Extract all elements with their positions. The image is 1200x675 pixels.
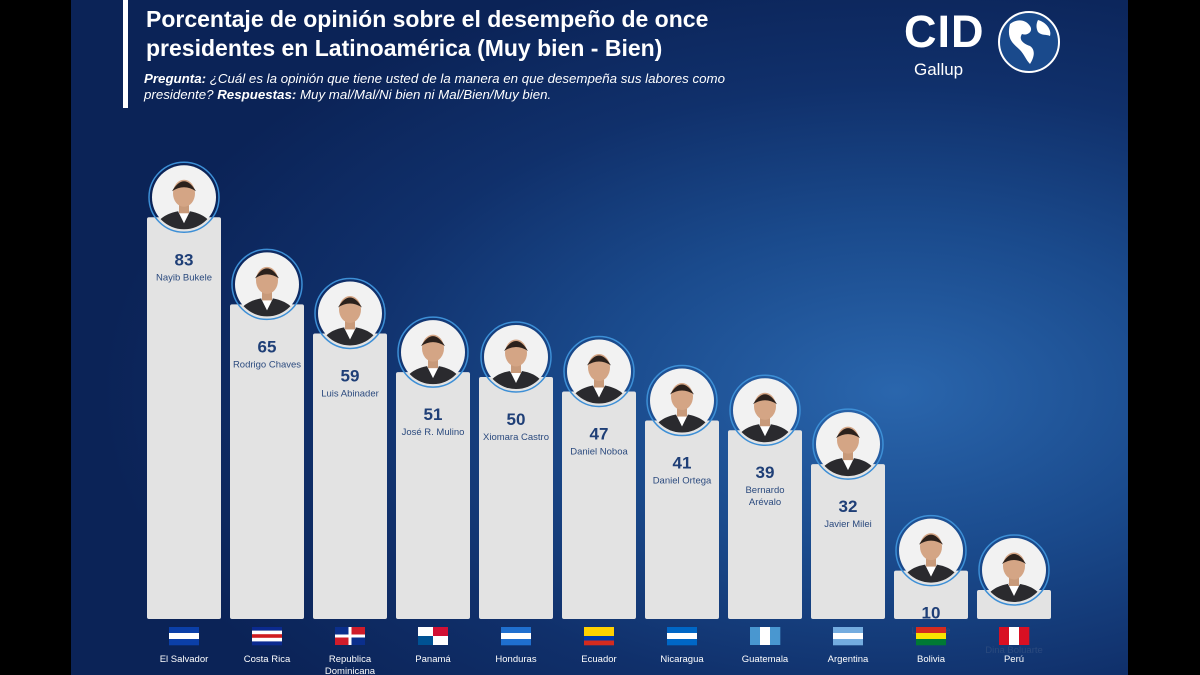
bar-republica-dominicana xyxy=(313,333,387,619)
flag-argentina-icon xyxy=(833,627,863,646)
president-name-label: Daniel Noboa xyxy=(570,447,628,458)
answers-text: Muy mal/Mal/Ni bien ni Mal/Bien/Muy bien… xyxy=(299,86,552,102)
title-line-2: presidentes en Latinoamérica (Muy bien -… xyxy=(146,35,663,61)
bar-bolivia xyxy=(894,570,968,619)
bar-el-salvador xyxy=(147,217,221,619)
flag-el-salvador-icon xyxy=(169,627,199,646)
flag-panama-icon xyxy=(418,627,448,645)
flag-guatemala-icon xyxy=(750,627,781,645)
country-label: Bolivia xyxy=(917,654,946,665)
portrait-dina-boluarte xyxy=(978,534,1050,606)
president-name-label: Xiomara Castro xyxy=(483,432,549,443)
logo-brand: CID xyxy=(904,6,985,57)
country-label: Argentina xyxy=(828,654,869,665)
portrait-nayib-bukele xyxy=(148,161,220,234)
country-label: Honduras xyxy=(495,654,536,665)
bar-guatemala xyxy=(728,430,802,619)
president-name-label: Arévalo xyxy=(749,497,781,508)
bar-panama xyxy=(396,372,470,619)
flag-honduras-icon xyxy=(501,627,531,646)
flag-republica-dominicana-icon xyxy=(335,627,365,645)
flag-nicaragua-icon xyxy=(667,627,697,646)
title-line-1: Porcentaje de opinión sobre el desempeño… xyxy=(146,6,709,32)
portrait-luis-abinader xyxy=(314,277,386,350)
bar-ecuador xyxy=(562,391,636,619)
value-label-costa-rica: 65 xyxy=(258,337,277,356)
flag-costa-rica-icon xyxy=(252,627,282,646)
globe-icon xyxy=(998,11,1060,73)
cid-gallup-logo: CID Gallup xyxy=(904,4,1069,84)
president-name-label: Javier Milei xyxy=(824,519,872,530)
bar-argentina xyxy=(811,464,885,619)
infographic-panel: Porcentaje de opinión sobre el desempeño… xyxy=(71,0,1128,675)
country-label: Costa Rica xyxy=(244,654,291,665)
portrait-javier-milei xyxy=(812,408,884,480)
answers-label: Respuestas: xyxy=(217,86,297,102)
country-label: Dominicana xyxy=(325,666,376,675)
portrait-jose-r-mulino xyxy=(397,316,469,388)
value-label-el-salvador: 83 xyxy=(175,250,194,269)
president-name-label: Bernardo xyxy=(745,485,784,496)
question-label: Pregunta: xyxy=(144,71,207,86)
president-name-label: Rodrigo Chaves xyxy=(233,359,301,370)
bar-honduras xyxy=(479,377,553,619)
bar-nicaragua xyxy=(645,420,719,619)
president-name-label: Luis Abinader xyxy=(321,388,379,399)
country-label: Ecuador xyxy=(581,654,616,665)
value-label-bolivia: 10 xyxy=(922,604,941,623)
question-text: ¿Cuál es la opinión que tiene usted de l… xyxy=(144,71,725,102)
country-label: El Salvador xyxy=(160,654,209,665)
bar-chart: 83 Nayib Bukele El Salvador 65 Rodrigo Chave… xyxy=(147,161,1051,675)
country-label: Perú xyxy=(1004,654,1024,665)
value-label-honduras: 50 xyxy=(507,410,526,429)
portrait-xiomara-castro xyxy=(480,321,552,393)
flag-bolivia-icon xyxy=(916,627,946,646)
country-label: Republica xyxy=(329,654,372,665)
value-label-guatemala: 39 xyxy=(756,463,775,482)
flag-peru-icon xyxy=(999,627,1030,645)
country-label: Guatemala xyxy=(742,654,789,665)
bar-costa-rica xyxy=(230,304,304,619)
portrait-rodrigo-chaves xyxy=(231,248,303,321)
flag-ecuador-icon xyxy=(584,627,614,646)
value-label-republica-dominicana: 59 xyxy=(341,366,360,385)
value-label-panama: 51 xyxy=(424,405,443,424)
portrait-luis-arce xyxy=(895,514,967,587)
value-label-argentina: 32 xyxy=(839,497,858,516)
question-note: Pregunta: ¿Cuál es la opinión que tiene … xyxy=(144,71,784,102)
title-accent-bar xyxy=(123,0,128,108)
portrait-daniel-noboa xyxy=(563,335,635,408)
president-name-label: Nayib Bukele xyxy=(156,272,212,283)
portrait-daniel-ortega xyxy=(646,364,718,437)
president-name-label: Daniel Ortega xyxy=(653,476,712,487)
value-label-ecuador: 47 xyxy=(590,425,609,444)
president-name-label: José R. Mulino xyxy=(402,427,465,438)
country-label: Panamá xyxy=(415,654,451,665)
president-name-label: Dina Boluarte xyxy=(985,645,1043,656)
portrait-bernardo-arevalo xyxy=(729,374,801,446)
chart-title: Porcentaje de opinión sobre el desempeño… xyxy=(146,5,866,63)
value-label-nicaragua: 41 xyxy=(673,454,692,473)
country-label: Nicaragua xyxy=(660,654,704,665)
logo-sub: Gallup xyxy=(914,60,964,79)
